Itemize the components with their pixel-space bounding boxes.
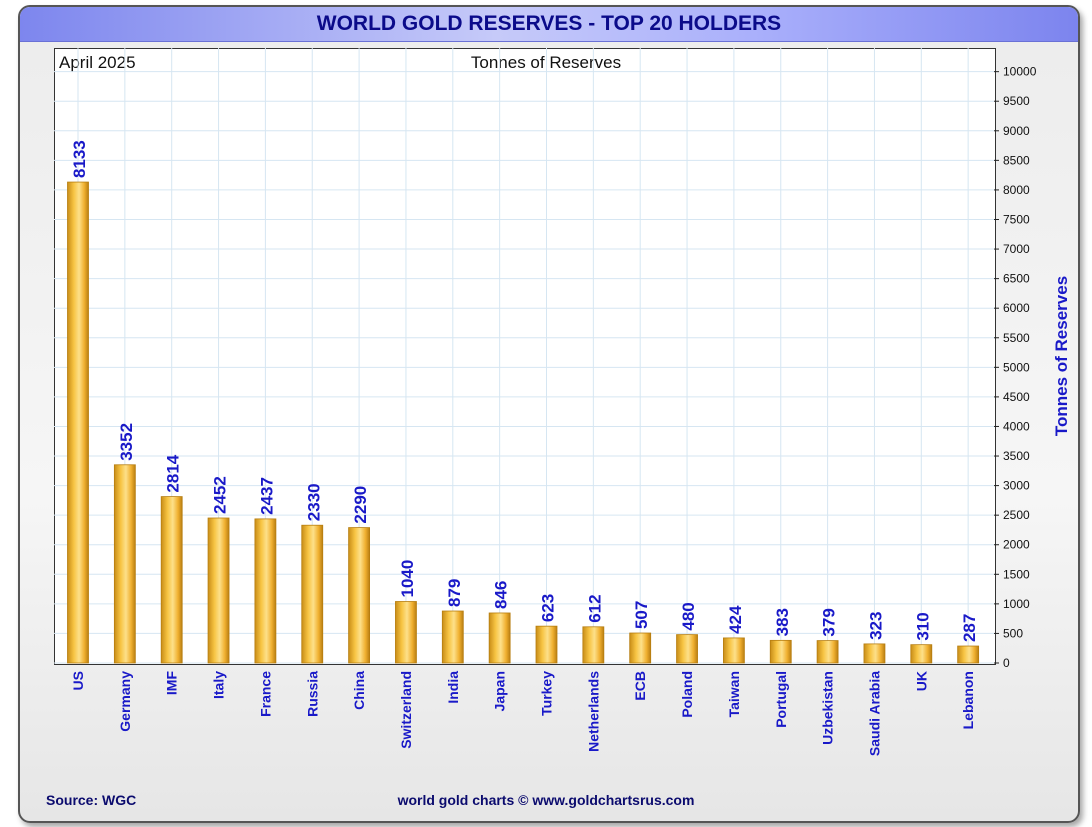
y-tick-label: 4000	[1003, 419, 1030, 433]
y-tick-label: 9000	[1003, 124, 1030, 138]
y-tick-label: 0	[1003, 656, 1010, 670]
data-labels: 8133 3352 2814 2452 2437 2330 2290 1040 879 846 62…	[70, 140, 979, 642]
data-label: 310	[913, 612, 932, 640]
bar	[769, 639, 792, 664]
x-tick-label: Japan	[492, 671, 508, 711]
data-label: 287	[960, 614, 979, 642]
data-label: 3352	[117, 423, 136, 461]
bar	[207, 517, 230, 664]
bar	[348, 527, 371, 664]
y-tick-label: 7000	[1003, 242, 1030, 256]
x-tick-label: US	[70, 671, 86, 690]
bar	[957, 645, 980, 664]
x-tick-label: UK	[913, 671, 929, 691]
x-tick-label: ECB	[632, 671, 648, 701]
x-tick-label: Turkey	[539, 671, 555, 716]
bar	[113, 464, 136, 664]
bars	[67, 181, 980, 664]
y-tick-label: 6000	[1003, 301, 1030, 315]
y-tick-label: 3000	[1003, 479, 1030, 493]
x-tick-label: Italy	[211, 671, 227, 699]
gridlines	[54, 48, 994, 664]
bar	[67, 181, 89, 664]
data-label: 424	[726, 605, 745, 634]
bar	[629, 632, 652, 664]
y-tick-label: 1500	[1003, 567, 1030, 581]
bar	[910, 644, 933, 664]
x-tick-label: India	[445, 671, 461, 704]
data-label: 879	[445, 579, 464, 607]
data-label: 379	[820, 608, 839, 636]
x-tick-label: China	[351, 671, 367, 710]
data-label: 507	[632, 601, 651, 629]
y-tick-label: 2500	[1003, 508, 1030, 522]
data-label: 383	[773, 608, 792, 636]
bar	[863, 643, 886, 664]
data-label: 323	[866, 612, 885, 640]
x-tick-label: Taiwan	[726, 671, 742, 717]
y-tick-label: 2000	[1003, 538, 1030, 552]
y-tick-label: 8500	[1003, 153, 1030, 167]
bar	[723, 637, 745, 664]
x-tick-label: Switzerland	[398, 671, 414, 749]
data-label: 2437	[257, 477, 276, 515]
credit-label: world gold charts © www.goldchartsrus.co…	[397, 792, 695, 808]
bar	[441, 610, 464, 664]
x-tick-label: Poland	[679, 671, 695, 718]
x-tick-label: France	[257, 671, 273, 717]
bar	[395, 601, 417, 664]
bar	[816, 640, 839, 664]
data-label: 623	[539, 594, 558, 622]
x-axis-labels: US Germany IMF Italy France Russia China Switze…	[70, 671, 976, 757]
y-tick-label: 10000	[1003, 65, 1037, 79]
bar	[254, 518, 277, 664]
x-tick-label: Saudi Arabia	[866, 671, 882, 756]
x-tick-label: Uzbekistan	[820, 671, 836, 745]
x-tick-label: Russia	[304, 671, 320, 717]
y-tick-label: 500	[1003, 626, 1023, 640]
bar	[488, 612, 511, 664]
x-tick-label: Netherlands	[585, 671, 601, 752]
data-label: 1040	[398, 560, 417, 598]
y-tick-label: 5000	[1003, 360, 1030, 374]
bar	[582, 626, 605, 664]
x-tick-label: Germany	[117, 671, 133, 732]
source-label: Source: WGC	[46, 792, 137, 808]
data-label: 2290	[351, 486, 370, 524]
bar	[535, 625, 558, 664]
x-tick-label: Portugal	[773, 671, 789, 728]
bar	[160, 496, 183, 664]
data-label: 612	[585, 594, 604, 622]
data-label: 2452	[211, 476, 230, 514]
y-tick-label: 5500	[1003, 331, 1030, 345]
chart-title: WORLD GOLD RESERVES - TOP 20 HOLDERS	[20, 7, 1078, 42]
bar	[676, 634, 698, 664]
y-tick-label: 6500	[1003, 272, 1030, 286]
y-tick-label: 9500	[1003, 94, 1030, 108]
data-label: 846	[492, 581, 511, 609]
data-label: 2330	[304, 483, 323, 521]
data-label: 480	[679, 602, 698, 630]
x-tick-label: Lebanon	[960, 671, 976, 729]
y-tick-label: 7500	[1003, 212, 1030, 226]
y-tick-label: 3500	[1003, 449, 1030, 463]
y-tick-label: 8000	[1003, 183, 1030, 197]
x-tick-label: IMF	[164, 671, 180, 696]
bar	[301, 524, 324, 664]
y-tick-label: 1000	[1003, 597, 1030, 611]
data-label: 2814	[164, 454, 183, 492]
y-tick-label: 4500	[1003, 390, 1030, 404]
data-label: 8133	[70, 140, 89, 178]
y-axis: 0 500 1000 1500 2000 2500 3000 3500 4000 4500 5000…	[994, 65, 1037, 670]
